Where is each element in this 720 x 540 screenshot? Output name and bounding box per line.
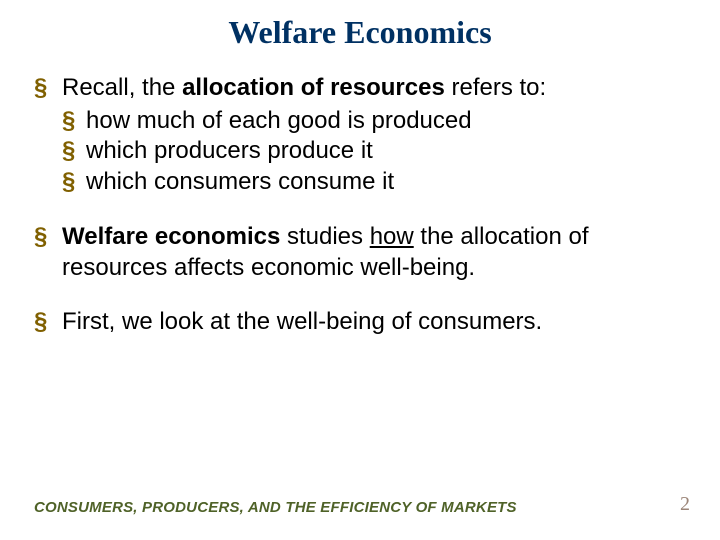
slide-title: Welfare Economics [34,14,686,51]
text-segment: Welfare economics [62,223,280,250]
slide: Welfare Economics Recall, the allocation… [0,0,720,540]
sub-bullet-text: which producers produce it [86,137,373,164]
text-segment: allocation of resources [182,74,445,101]
bullet-text: Welfare economics studies how the alloca… [62,223,589,281]
sub-bullet-item: which producers produce it [62,136,686,167]
text-segment: refers to: [445,74,546,101]
footer-text: CONSUMERS, PRODUCERS, AND THE EFFICIENCY… [34,499,517,516]
sub-bullet-text: which consumers consume it [86,168,394,195]
bullet-item: First, we look at the well-being of cons… [34,307,686,338]
text-segment: First, we look at the well-being of cons… [62,308,542,335]
bullet-text: First, we look at the well-being of cons… [62,308,542,335]
sub-bullet-item: how much of each good is produced [62,106,686,137]
sub-bullet-text: how much of each good is produced [86,107,472,134]
sub-bullet-list: how much of each good is produced which p… [62,106,686,198]
bullet-list: Recall, the allocation of resources refe… [34,73,686,338]
page-number: 2 [680,493,690,516]
bullet-text: Recall, the allocation of resources refe… [62,74,546,101]
sub-bullet-item: which consumers consume it [62,167,686,198]
text-segment: studies [280,223,369,250]
bullet-item: Recall, the allocation of resources refe… [34,73,686,198]
text-segment: Recall, the [62,74,182,101]
bullet-item: Welfare economics studies how the alloca… [34,222,686,283]
text-segment: how [370,223,414,250]
